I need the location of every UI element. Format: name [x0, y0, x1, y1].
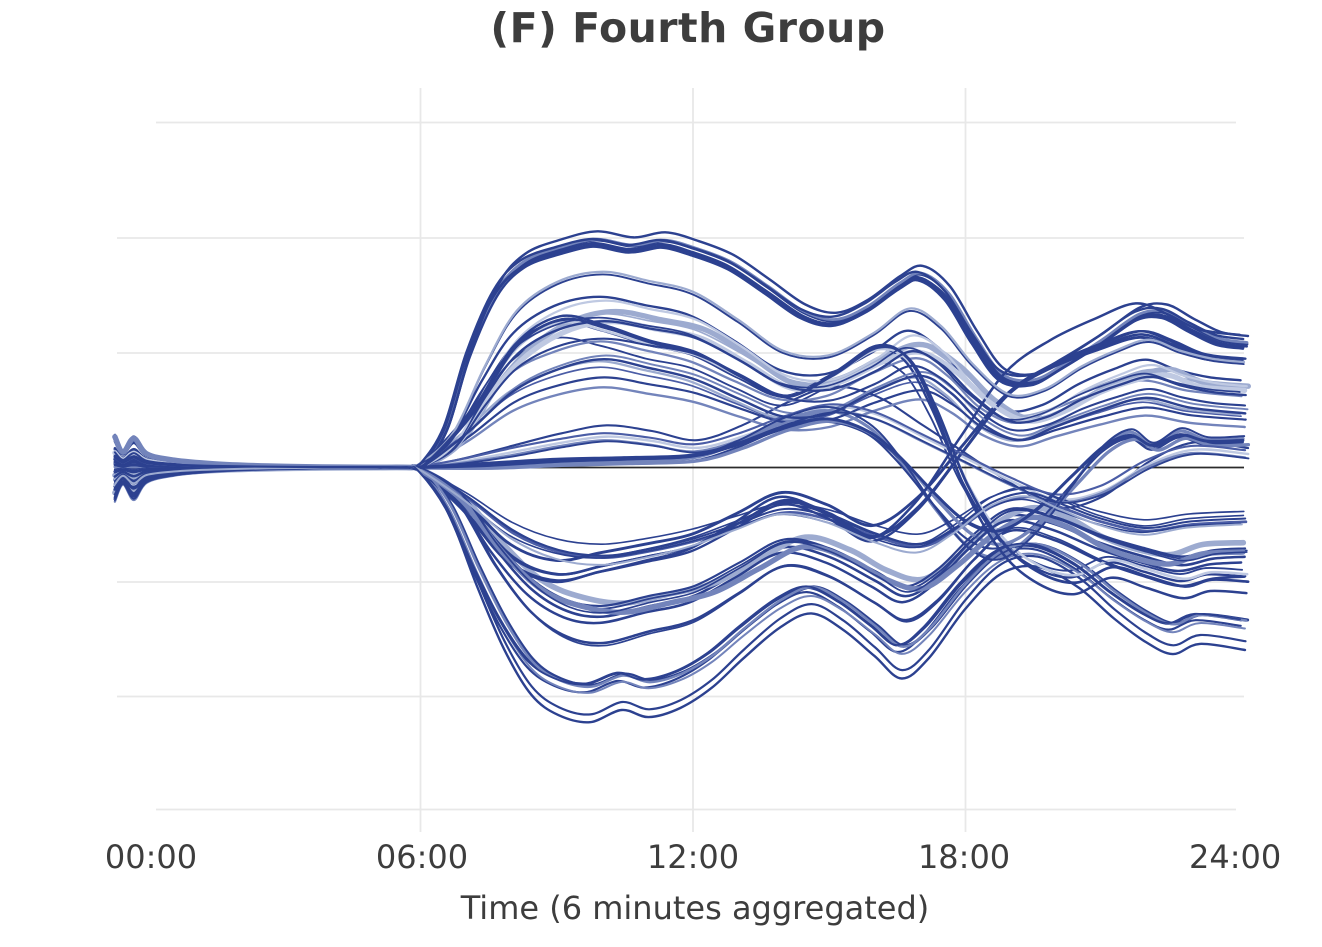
series-line-low-positive-wanderer	[113, 405, 1250, 501]
series-line-lower-moderate	[113, 465, 1243, 566]
series-line-upper-moderate	[113, 354, 1249, 472]
x-tick-label: 00:00	[104, 838, 198, 876]
series-line-upper-mid-band	[114, 316, 1241, 474]
series-line-lower-moderate	[114, 466, 1242, 559]
chart-title: (F) Fourth Group	[490, 4, 886, 52]
x-tick-label: 06:00	[375, 838, 469, 876]
x-tick-label: 12:00	[646, 838, 740, 876]
series-line-lower-envelope	[113, 454, 1241, 686]
x-axis-label: Time (6 minutes aggregated)	[460, 889, 930, 927]
x-tick-label: 18:00	[917, 838, 1011, 876]
series-line-lower-pale-ribbon	[112, 434, 1246, 615]
x-tick-label: 24:00	[1188, 838, 1282, 876]
